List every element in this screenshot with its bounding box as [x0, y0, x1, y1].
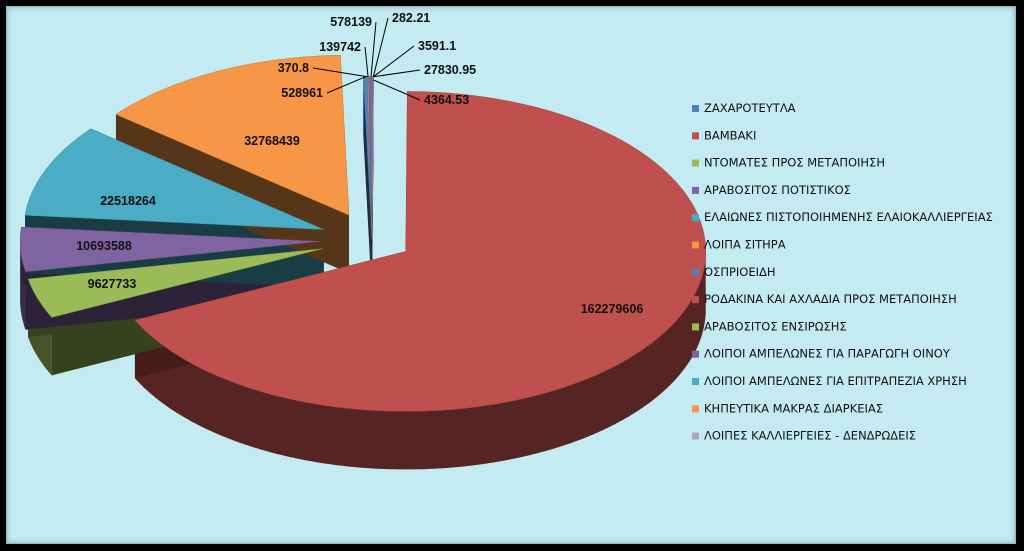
legend-label-5: ΛΟΙΠΑ ΣΙΤΗΡΑ	[704, 238, 786, 252]
data-label-9: 578139	[330, 15, 372, 29]
legend-label-4: ΕΛΑΙΩΝΕΣ ΠΙΣΤΟΠΟΙΗΜΕΝΗΣ ΕΛΑΙΟΚΑΛΛΙΕΡΓΕΙΑ…	[704, 210, 993, 224]
leader-line-10	[372, 17, 389, 77]
legend-swatch-6	[692, 268, 699, 276]
data-label-8: 139742	[319, 40, 361, 54]
legend-label-12: ΛΟΙΠΕΣ ΚΑΛΛΙΕΡΓΕΙΕΣ - ΔΕΝΔΡΩΔΕΙΣ	[704, 429, 916, 443]
data-label-6: 528961	[281, 86, 323, 100]
legend-swatch-10	[692, 378, 699, 385]
legend-swatch-5	[692, 241, 699, 249]
slice-side-1	[135, 248, 706, 470]
legend-swatch-1	[692, 132, 699, 140]
legend-label-6: ΟΣΠΡΙΟΕΙΔΗ	[704, 265, 776, 279]
data-label-3: 10693588	[76, 239, 132, 253]
leader-line-9	[370, 21, 377, 77]
data-label-1: 162279606	[581, 302, 644, 316]
data-label-10: 282.21	[392, 11, 430, 25]
legend-label-10: ΛΟΙΠΟΙ ΑΜΠΕΛΩΝΕΣ ΓΙΑ ΕΠΙΤΡΑΠΕΖΙΑ ΧΡΗΣΗ	[704, 374, 967, 388]
legend-swatch-4	[692, 214, 699, 222]
legend-label-8: ΑΡΑΒΟΣΙΤΟΣ ΕΝΣΙΡΩΣΗΣ	[704, 319, 847, 333]
pie-slice-1	[134, 91, 706, 412]
legend-label-11: ΚΗΠΕΥΤΙΚΑ ΜΑΚΡΑΣ ΔΙΑΡΚΕΙΑΣ	[704, 401, 883, 415]
legend-label-7: ΡΟΔΑΚΙΝΑ ΚΑΙ ΑΧΛΑΔΙΑ ΠΡΟΣ ΜΕΤΑΠΟΙΗΣΗ	[704, 292, 957, 306]
legend-label-3: ΑΡΑΒΟΣΙΤΟΣ ΠΟΤΙΣΤΙΚΟΣ	[704, 183, 851, 197]
pie-slice-2	[27, 248, 323, 318]
legend-label-1: ΒΑΜΒΑΚΙ	[704, 128, 756, 142]
legend-label-9: ΛΟΙΠΟΙ ΑΜΠΕΛΩΝΕΣ ΓΙΑ ΠΑΡΑΓΩΓΗ ΟΙΝΟΥ	[704, 347, 951, 361]
legend: ΖΑΧΑΡΟΤΕΥΤΛΑ ΒΑΜΒΑΚΙ ΝΤΟΜΑΤΕΣ ΠΡΟΣ ΜΕΤΑΠΟΙ…	[692, 101, 993, 443]
legend-label-2: ΝΤΟΜΑΤΕΣ ΠΡΟΣ ΜΕΤΑΠΟΙΗΣΗ	[704, 156, 885, 170]
leader-line-11	[372, 45, 415, 78]
legend-swatch-11	[692, 405, 699, 413]
pie-slice-3	[19, 226, 321, 273]
data-labels: 4364.53 162279606 9627733 10693588 22518264 3…	[76, 11, 643, 316]
legend-swatch-8	[692, 323, 699, 331]
pie-slice-4	[24, 128, 324, 230]
legend-swatch-9	[692, 350, 699, 358]
leader-line-6	[326, 76, 366, 94]
leader-line-7	[312, 67, 368, 78]
legend-swatch-3	[692, 186, 699, 194]
pie-slice-5	[115, 54, 350, 216]
data-label-11: 3591.1	[418, 39, 456, 53]
slice-wall-6	[363, 76, 372, 295]
pie-tops	[19, 54, 706, 412]
data-label-0: 4364.53	[424, 93, 469, 107]
leader-line-12	[373, 69, 421, 78]
legend-swatch-12	[692, 432, 699, 440]
data-label-4: 22518264	[100, 194, 156, 208]
data-label-2: 9627733	[88, 277, 137, 291]
legend-swatch-7	[692, 296, 699, 304]
legend-swatch-0	[692, 105, 699, 112]
data-label-12: 27830.95	[424, 63, 476, 77]
leader-line-0	[373, 79, 421, 101]
leader-line-8	[364, 46, 369, 77]
data-label-5: 32768439	[244, 134, 300, 148]
legend-label-0: ΖΑΧΑΡΟΤΕΥΤΛΑ	[704, 101, 796, 115]
data-label-7: 370.8	[278, 61, 309, 75]
legend-swatch-2	[692, 159, 699, 167]
